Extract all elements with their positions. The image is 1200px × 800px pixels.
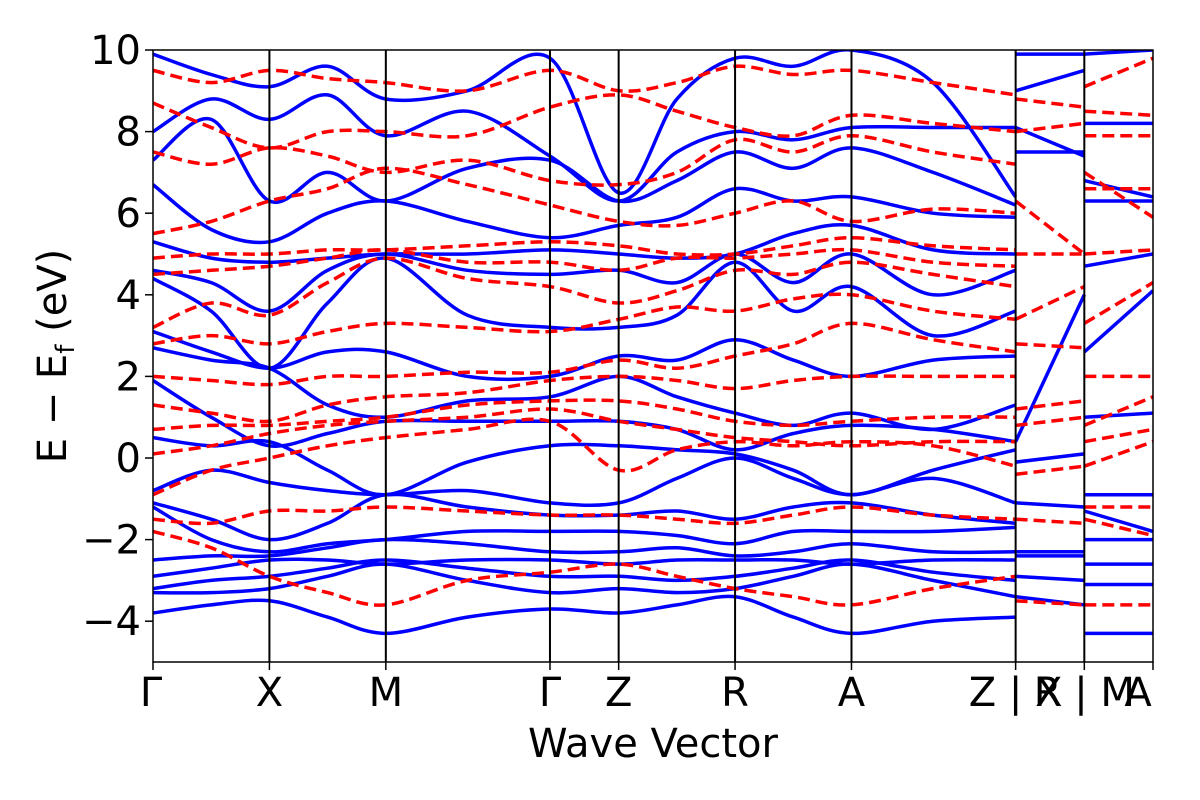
series-1-band-21: [1015, 68, 1085, 93]
y-axis-label-main: E − E: [30, 354, 76, 464]
series-2-band-35: [1084, 248, 1153, 256]
series-2-band-31: [1083, 427, 1153, 444]
series-2-band-20: [1015, 399, 1085, 411]
series-2-band-16: [1015, 599, 1085, 607]
series-1-band-2: [153, 562, 1016, 599]
bands-layer: [153, 50, 1153, 636]
y-tick-label: 2: [116, 354, 141, 400]
x-tick-label: Z | X: [969, 670, 1063, 716]
y-axis-label: E − Ef (eV): [30, 249, 81, 464]
series-1-band-15: [153, 223, 1016, 264]
x-tick-label: R: [721, 670, 749, 716]
series-1-band-33: [1083, 178, 1153, 199]
series-2-band-17: [1015, 517, 1085, 526]
x-tick-label: Z: [605, 670, 632, 716]
series-1-band-8: [153, 456, 1017, 507]
x-tick-label: Γ: [140, 670, 163, 716]
series-1-band-39: [1083, 509, 1153, 534]
series-2-band-25: [1015, 121, 1085, 134]
series-1-band-17: [153, 116, 1017, 207]
series-1-band-35: [1083, 289, 1153, 354]
series-2-band-34: [1083, 281, 1153, 325]
series-2-band-11: [153, 235, 1016, 260]
series-2-band-24: [1014, 199, 1086, 256]
series-1-band-12: [153, 329, 1016, 381]
y-axis-label-subscript: f: [51, 344, 81, 354]
x-tick-label: X: [256, 670, 283, 716]
series-2-band-32: [1083, 395, 1153, 428]
y-tick-label: 6: [116, 191, 141, 237]
series-1-band-24: [1014, 294, 1086, 443]
x-tick-label: M: [369, 670, 404, 716]
y-tick-label: −2: [82, 518, 141, 564]
y-tick-label: 10: [90, 28, 141, 74]
high-symmetry-lines: [268, 50, 1086, 662]
y-tick-label: −4: [82, 599, 141, 645]
series-1-band-1: [153, 594, 1016, 636]
x-tick-label: A: [1124, 670, 1152, 716]
series-1-band-13: [153, 256, 1017, 370]
series-2-band-8: [153, 292, 1016, 346]
x-tick-label: A: [838, 670, 866, 716]
x-axis-label: Wave Vector: [528, 721, 779, 767]
y-tick-label: 0: [116, 436, 141, 482]
series-1-band-37: [1084, 411, 1153, 419]
x-tick-label: Γ: [539, 670, 562, 716]
y-axis-label-unit: (eV): [30, 249, 76, 345]
series-2-band-39: [1084, 109, 1153, 118]
series-2-band-28: [1083, 517, 1153, 538]
series-2-band-19: [1015, 415, 1085, 428]
x-tick-label: R | M: [1034, 670, 1135, 716]
series-2-band-22: [1014, 285, 1086, 321]
series-1-band-36: [1083, 252, 1153, 268]
plot-frame: [152, 49, 1154, 663]
series-2-band-40: [1083, 56, 1153, 89]
series-2-band-21: [1015, 342, 1085, 350]
series-2-band-26: [1015, 97, 1085, 109]
series-1-band-25: [1015, 452, 1085, 464]
series-2-band-9: [153, 256, 1016, 330]
series-2-band-18: [1015, 464, 1085, 477]
y-axis-ticks: −4 −2 0 2 4 6 8 10: [82, 28, 153, 645]
y-tick-label: 4: [116, 273, 141, 319]
series-2-band-37: [1083, 170, 1153, 219]
series-1-band-29: [1015, 574, 1085, 583]
series-1-band-26: [1015, 501, 1085, 509]
series-2-band-30: [1083, 440, 1153, 468]
y-tick-label: 8: [116, 110, 141, 156]
series-2-band-2: [153, 505, 1016, 526]
series-2-band-15: [153, 64, 1016, 97]
series-2-band-13: [153, 133, 1016, 187]
